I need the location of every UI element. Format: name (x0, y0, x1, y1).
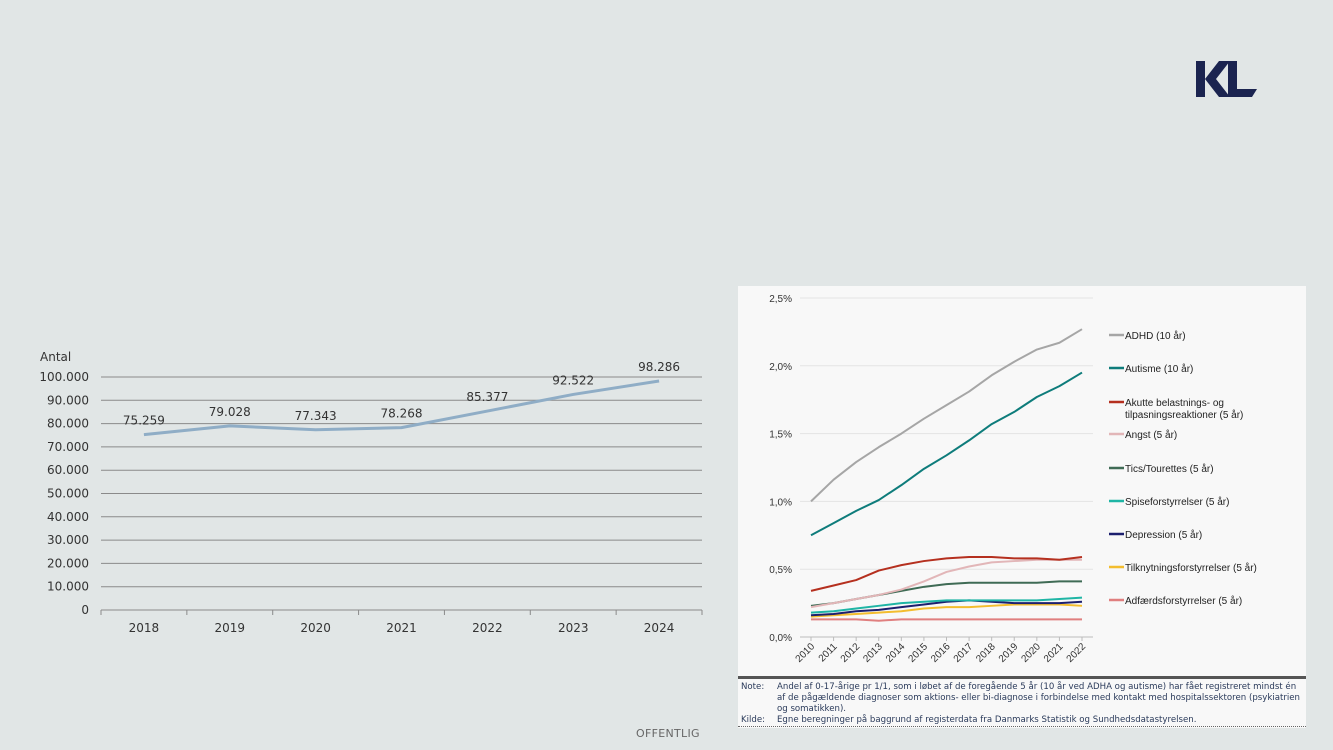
classification-label: OFFENTLIG (636, 727, 700, 740)
kl-logo (1196, 61, 1257, 97)
x-tick-label: 2018 (974, 641, 998, 665)
y-tick-label: 1,5% (769, 430, 792, 441)
series-line (810, 596, 1083, 614)
legend-label: Adfærdsforstyrrelser (5 år) (1125, 595, 1242, 607)
legend-label: Akutte belastnings- og (1125, 398, 1224, 409)
x-tick-label: 2010 (794, 641, 818, 665)
data-label: 98.286 (638, 360, 680, 374)
data-label: 85.377 (466, 390, 508, 404)
y-tick-label: 40.000 (47, 510, 89, 524)
series-line (810, 328, 1083, 503)
x-tick-label: 2022 (472, 621, 503, 635)
y-tick-label: 50.000 (47, 487, 89, 501)
y-tick-label: 90.000 (47, 393, 89, 407)
x-tick-label: 2014 (884, 641, 908, 665)
x-tick-label: 2021 (1042, 641, 1066, 665)
note-text: Andel af 0-17-årige pr 1/1, som i løbet … (777, 682, 1300, 714)
legend-label: ADHD (10 år) (1125, 330, 1186, 342)
x-tick-label: 2020 (300, 621, 331, 635)
y-tick-label: 2,5% (769, 294, 792, 305)
data-label: 78.268 (381, 407, 423, 421)
series-line (810, 599, 1083, 617)
y-axis-label: Antal (40, 350, 71, 364)
x-tick-label: 2020 (1019, 641, 1043, 665)
series-line (810, 371, 1083, 537)
chart-note: Note: Andel af 0-17-årige pr 1/1, som i … (738, 676, 1306, 727)
y-tick-label: 0,0% (769, 633, 792, 644)
series-line (810, 603, 1083, 618)
y-tick-label: 1,0% (769, 497, 792, 508)
data-label: 75.259 (123, 414, 165, 428)
x-tick-label: 2017 (952, 641, 976, 665)
series-line (811, 618, 1082, 622)
series-line (810, 558, 1082, 609)
y-tick-label: 100.000 (39, 370, 89, 384)
y-tick-label: 10.000 (47, 580, 89, 594)
x-tick-label: 2022 (1065, 641, 1089, 665)
x-tick-label: 2023 (558, 621, 589, 635)
x-tick-label: 2024 (644, 621, 675, 635)
legend-label: tilpasningsreaktioner (5 år) (1125, 409, 1243, 421)
x-tick-label: 2021 (386, 621, 417, 635)
diagnosis-share-line-chart: 0,0% 0,5% 1,0% 1,5% 2,0% 2,5% 2010 2011 2012 2013… (769, 294, 1257, 665)
legend-label: Spiseforstyrrelser (5 år) (1125, 496, 1229, 508)
y-tick-label: 70.000 (47, 440, 89, 454)
legend-label: Depression (5 år) (1125, 529, 1202, 541)
x-tick-label: 2013 (861, 641, 885, 665)
y-tick-label: 0,5% (769, 565, 792, 576)
annual-count-line-chart: Antal 0 10.000 20.000 30.000 40.000 50.000 60.0… (39, 350, 703, 635)
x-tick-label: 2019 (215, 621, 246, 635)
x-tick-label: 2016 (929, 641, 953, 665)
data-label: 92.522 (552, 373, 594, 387)
y-tick-label: 20.000 (47, 556, 89, 570)
y-tick-label: 80.000 (47, 417, 89, 431)
data-label: 77.343 (295, 409, 337, 423)
x-tick-label: 2015 (907, 641, 931, 665)
x-tick-label: 2018 (129, 621, 160, 635)
y-tick-label: 0 (81, 603, 89, 617)
legend-label: Angst (5 år) (1125, 429, 1177, 441)
diagnosis-share-chart-panel: 0,0% 0,5% 1,0% 1,5% 2,0% 2,5% 2010 2011 2012 2013… (738, 286, 1306, 728)
y-tick-label: 60.000 (47, 463, 89, 477)
data-label: 79.028 (209, 405, 251, 419)
source-text: Egne beregninger på baggrund af register… (777, 715, 1197, 725)
source-label: Kilde: (741, 715, 766, 725)
x-tick-label: 2012 (839, 641, 863, 665)
x-tick-label: 2011 (817, 641, 840, 664)
x-tick-label: 2019 (997, 641, 1021, 665)
note-label: Note: (741, 682, 765, 692)
y-tick-label: 30.000 (47, 533, 89, 547)
legend-label: Tilknytningsforstyrrelser (5 år) (1125, 562, 1257, 574)
series-line (810, 555, 1083, 592)
legend-label: Tics/Tourettes (5 år) (1125, 463, 1214, 475)
legend-label: Autisme (10 år) (1125, 363, 1193, 375)
y-tick-label: 2,0% (769, 362, 792, 373)
